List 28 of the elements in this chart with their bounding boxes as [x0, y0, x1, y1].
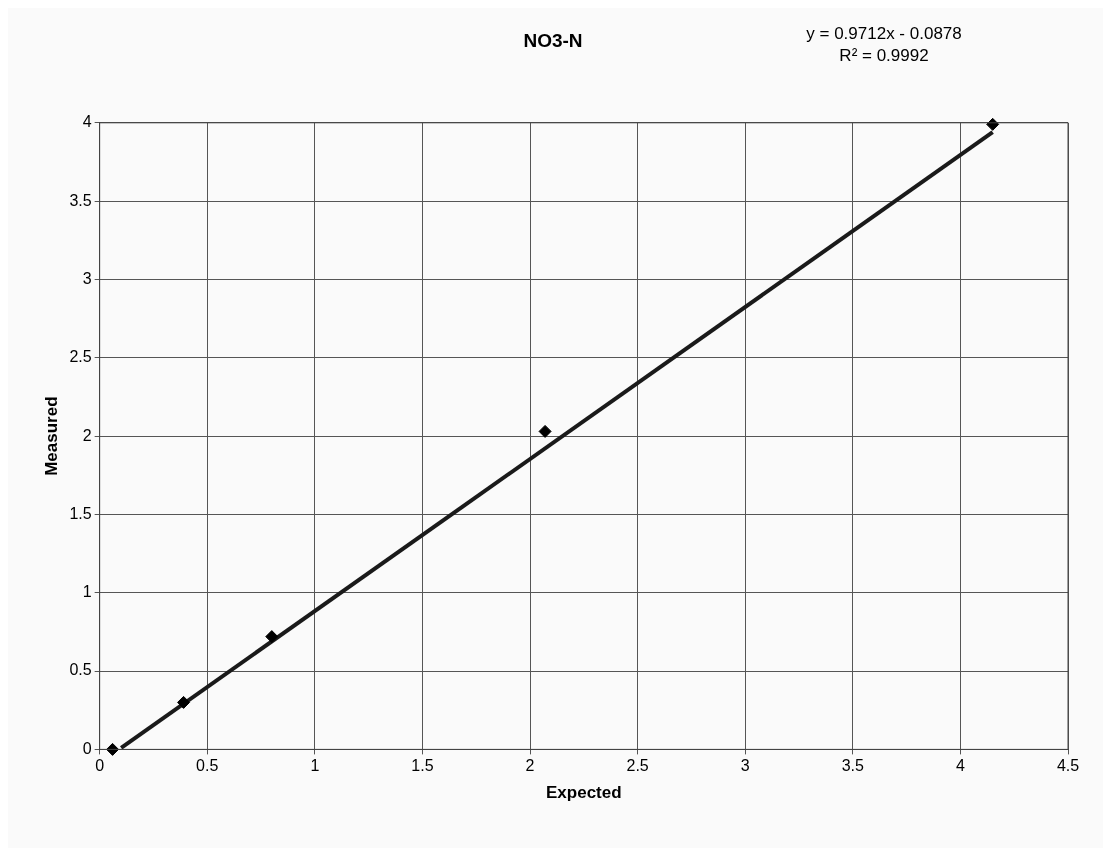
y-tick-label: 3.5: [69, 191, 92, 209]
y-tick-label: 3: [82, 269, 92, 287]
point: [177, 695, 191, 709]
x-tick-label: 3: [740, 757, 750, 775]
y-tick-label: 2.5: [69, 348, 92, 366]
point: [265, 630, 279, 644]
y-tick-label: 0: [82, 739, 92, 757]
chart-title: NO3-N: [523, 29, 583, 51]
x-tick-label: 0.5: [196, 757, 219, 775]
point: [538, 424, 552, 438]
x-tick-label: 0: [95, 757, 105, 775]
x-tick-label: 4.5: [1056, 757, 1080, 775]
x-axis-title: Expected: [546, 783, 622, 803]
x-tick-label: 4: [955, 757, 965, 775]
y-tick-label: 2: [82, 426, 92, 444]
x-tick-label: 2: [525, 757, 535, 775]
x-tick-label: 1.5: [411, 757, 434, 775]
y-tick-label: 1.5: [69, 504, 92, 522]
text: y = 0.9712x - 0.0878: [806, 23, 962, 43]
point: [986, 117, 1000, 131]
x-tick-label: 3.5: [841, 757, 865, 775]
text: R² = 0.9992: [839, 45, 929, 65]
y-axis-title: Measured: [41, 396, 61, 476]
y-tick-label: 0.5: [69, 661, 92, 679]
y-tick-label: 1: [82, 583, 92, 601]
y-tick-label: 4: [82, 113, 92, 131]
x-tick-label: 1: [310, 757, 320, 775]
x-tick-label: 2.5: [626, 757, 649, 775]
